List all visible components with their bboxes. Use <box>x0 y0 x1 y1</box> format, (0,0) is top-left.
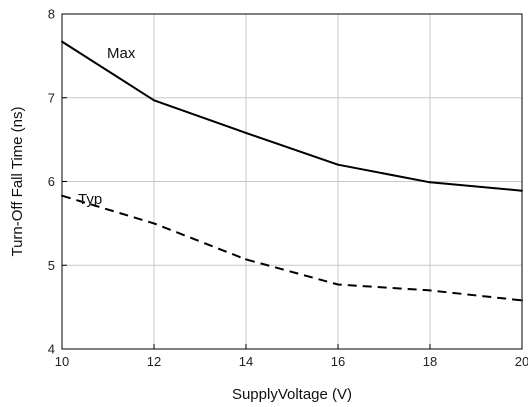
data-point-max <box>61 40 63 43</box>
series-line-max <box>61 40 523 192</box>
data-point-typ <box>61 194 63 197</box>
data-point-typ <box>153 222 155 225</box>
y-tick-label: 6 <box>48 174 55 189</box>
x-tick-label: 20 <box>515 354 528 369</box>
data-point-typ <box>245 258 247 261</box>
y-tick-label: 4 <box>48 342 55 357</box>
data-point-max <box>153 99 155 102</box>
x-tick-label: 12 <box>147 354 161 369</box>
x-tick-label: 16 <box>331 354 345 369</box>
series-label-max: Max <box>107 45 136 62</box>
y-tick-label: 7 <box>48 90 55 105</box>
x-tick-label: 14 <box>239 354 253 369</box>
data-point-typ <box>521 299 523 302</box>
series-label-typ: Typ <box>78 191 102 208</box>
series-line-typ <box>61 194 523 302</box>
x-tick-label: 10 <box>55 354 69 369</box>
data-point-typ <box>429 289 431 292</box>
data-point-max <box>521 189 523 192</box>
data-point-max <box>429 181 431 184</box>
x-tick-label: 18 <box>423 354 437 369</box>
data-point-max <box>245 131 247 134</box>
data-point-max <box>337 163 339 166</box>
x-axis-title: SupplyVoltage (V) <box>232 386 352 403</box>
y-axis-title: Turn-Off Fall Time (ns) <box>9 106 26 256</box>
data-point-typ <box>337 283 339 286</box>
y-tick-label: 8 <box>48 7 55 22</box>
y-tick-label: 5 <box>48 258 55 273</box>
